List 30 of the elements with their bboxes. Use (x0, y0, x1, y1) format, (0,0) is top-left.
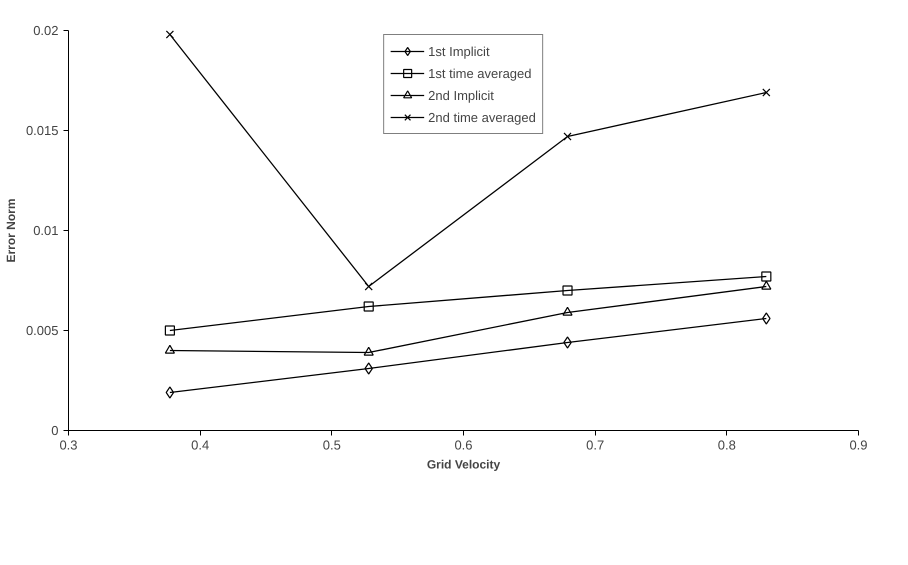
point (562, 285, 573, 296)
legend-label: 2nd time averaged (428, 110, 536, 124)
point (364, 282, 373, 291)
point (164, 344, 175, 354)
y-tick-label: 0 (51, 423, 59, 438)
y-tick-label: 0.005 (26, 323, 59, 338)
point (761, 280, 772, 290)
point (364, 346, 374, 356)
y-axis-title: Error Norm (4, 198, 18, 263)
x-axis-title: Grid Velocity (426, 458, 501, 472)
x-tick-label: 0.8 (718, 438, 736, 452)
x-tick-label: 0.7 (586, 438, 604, 452)
x-tick-label: 0.5 (322, 438, 341, 452)
legend-label: 2nd Implicit (428, 88, 494, 102)
x-tick-label: 0.9 (849, 438, 868, 452)
point (762, 88, 770, 97)
point (364, 301, 374, 312)
legend-label: 1st time averaged (428, 66, 532, 80)
x-tick-label: 0.3 (59, 438, 78, 452)
point (563, 132, 572, 141)
x-tick-label: 0.4 (191, 438, 210, 452)
x-tick-label: 0.6 (454, 438, 473, 452)
y-tick-label: 0.02 (33, 23, 59, 38)
legend-label: 1st Implicit (428, 44, 490, 58)
point (761, 271, 772, 282)
y-tick-label: 0.01 (33, 223, 59, 238)
point (164, 325, 175, 336)
point (166, 30, 174, 39)
point (562, 306, 573, 316)
y-tick-label: 0.015 (26, 123, 59, 138)
